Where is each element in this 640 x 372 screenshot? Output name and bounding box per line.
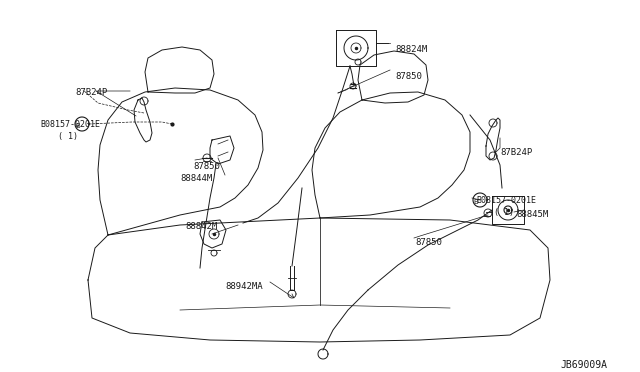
Text: B08157-0201E: B08157-0201E: [40, 120, 100, 129]
Text: 88824M: 88824M: [395, 45, 428, 54]
Text: 88845M: 88845M: [516, 210, 548, 219]
Text: 87850: 87850: [193, 162, 220, 171]
Text: 87850: 87850: [415, 238, 442, 247]
Text: 87850: 87850: [395, 72, 422, 81]
Text: JB69009A: JB69009A: [560, 360, 607, 370]
Text: B: B: [474, 199, 478, 205]
Text: ( 1): ( 1): [58, 132, 78, 141]
Text: B: B: [76, 122, 81, 128]
Text: 88942MA: 88942MA: [225, 282, 262, 291]
Text: B08157-0201E: B08157-0201E: [476, 196, 536, 205]
Text: 88842M: 88842M: [185, 222, 217, 231]
Text: 88844M: 88844M: [180, 174, 212, 183]
Text: 87B24P: 87B24P: [500, 148, 532, 157]
Text: ( 1): ( 1): [494, 208, 514, 217]
Text: 87B24P: 87B24P: [75, 88, 108, 97]
